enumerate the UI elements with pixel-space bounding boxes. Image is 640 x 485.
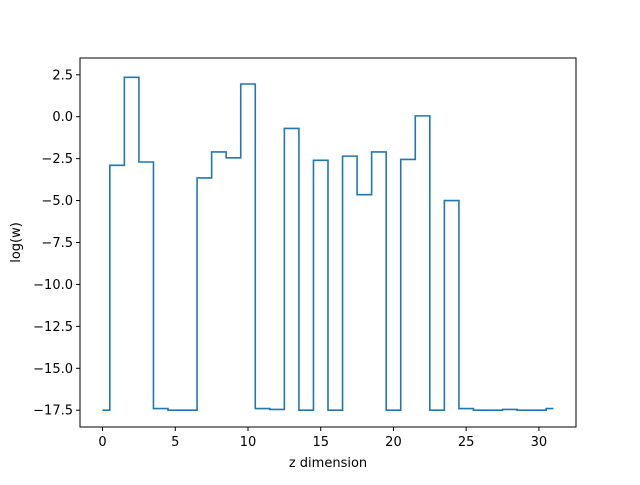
y-tick-label: −5.0	[41, 194, 73, 209]
x-tick-label: 25	[458, 435, 475, 450]
y-tick-label: −12.5	[33, 320, 73, 335]
y-tick-label: −2.5	[41, 152, 73, 167]
y-tick-label: −10.0	[33, 278, 73, 293]
x-tick-label: 30	[531, 435, 548, 450]
x-axis-label: z dimension	[289, 456, 367, 471]
x-ticks: 0 5 10 15 20 25 30	[98, 427, 547, 450]
x-tick-label: 20	[385, 435, 402, 450]
x-tick-label: 0	[98, 435, 106, 450]
y-tick-label: −17.5	[33, 404, 73, 419]
y-tick-label: 0.0	[52, 110, 73, 125]
y-tick-label: −15.0	[33, 362, 73, 377]
x-tick-label: 10	[240, 435, 257, 450]
y-tick-label: 2.5	[52, 68, 73, 83]
y-axis-label: log(w)	[9, 222, 24, 263]
y-ticks: 2.5 0.0 −2.5 −5.0 −7.5 −10.0 −12.5 −15.0 −17.5	[33, 68, 80, 419]
x-tick-label: 5	[171, 435, 179, 450]
y-tick-label: −7.5	[41, 236, 73, 251]
x-tick-label: 15	[312, 435, 329, 450]
plot-layer	[102, 76, 554, 412]
series-step-line-0	[102, 76, 554, 412]
